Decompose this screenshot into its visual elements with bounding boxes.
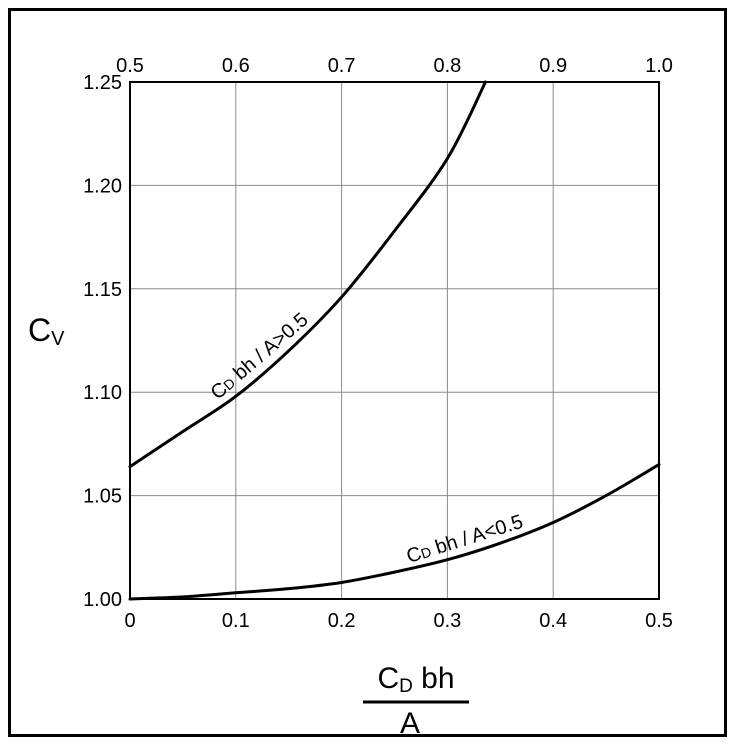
x-top-tick-label: 0.9	[539, 55, 567, 77]
x-top-tick-label: 1.0	[645, 55, 673, 77]
x-bottom-tick-label: 0.1	[222, 610, 250, 632]
series-line	[128, 80, 487, 469]
chart-frame	[8, 8, 727, 737]
x-top-tick-labels: 0.5 0.6 0.7 0.8 0.9 1.0	[116, 55, 673, 77]
y-tick-label: 1.00	[83, 589, 122, 611]
x-axis-label-numerator: CD bh	[377, 662, 454, 697]
x-axis-label-denominator: A	[400, 707, 420, 740]
y-tick-label: 1.15	[83, 279, 122, 301]
curves	[128, 80, 661, 601]
curve-labels: CD bh / A>0.5CD bh / A<0.5	[207, 309, 526, 568]
x-bottom-tick-label: 0.4	[539, 610, 567, 632]
x-bottom-tick-label: 0	[124, 610, 135, 632]
y-tick-labels: 1.00 1.05 1.10 1.15 1.20 1.25	[83, 72, 122, 611]
x-bottom-tick-labels: 0 0.1 0.2 0.3 0.4 0.5	[124, 610, 672, 632]
x-top-tick-label: 0.7	[328, 55, 356, 77]
x-top-tick-label: 0.8	[433, 55, 461, 77]
grid	[129, 81, 660, 600]
x-bottom-tick-label: 0.3	[433, 610, 461, 632]
series-line	[128, 463, 661, 601]
y-tick-label: 1.25	[83, 72, 122, 94]
x-bottom-tick-label: 0.5	[645, 610, 673, 632]
y-tick-label: 1.20	[83, 175, 122, 197]
series-label: CD bh / A>0.5	[207, 309, 313, 404]
y-tick-label: 1.10	[83, 382, 122, 404]
plot-border	[129, 81, 660, 600]
x-bottom-tick-label: 0.2	[328, 610, 356, 632]
y-axis-label: CV	[28, 312, 65, 350]
y-tick-label: 1.05	[83, 486, 122, 508]
x-top-tick-label: 0.6	[222, 55, 250, 77]
x-top-tick-label: 0.5	[116, 55, 144, 77]
